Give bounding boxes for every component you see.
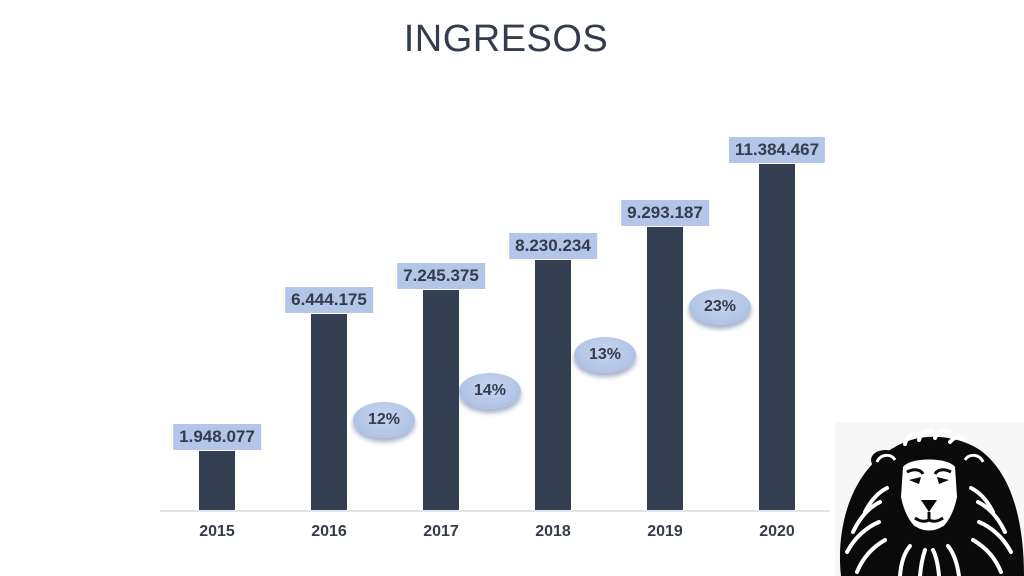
chart-title: INGRESOS: [403, 18, 609, 60]
growth-badge-2019-2020: 23%: [689, 289, 751, 325]
growth-badge-2017-2018: 14%: [459, 373, 521, 409]
x-axis-line: [160, 510, 830, 512]
value-label-2019: 9.293.187: [621, 200, 709, 226]
value-label-2015: 1.948.077: [173, 424, 261, 450]
x-tick-2018: 2018: [535, 523, 571, 540]
x-tick-2020: 2020: [759, 523, 795, 540]
x-tick-2019: 2019: [647, 523, 683, 540]
bar-2018: [535, 260, 571, 510]
bar-2015: [199, 451, 235, 510]
x-tick-2017: 2017: [423, 523, 459, 540]
value-label-2018: 8.230.234: [509, 233, 597, 259]
value-label-2017: 7.245.375: [397, 263, 485, 289]
x-tick-2016: 2016: [311, 523, 347, 540]
bar-2020: [759, 164, 795, 510]
bar-2016: [311, 314, 347, 510]
bar-2019: [647, 227, 683, 510]
value-label-2020: 11.384.467: [728, 137, 826, 163]
value-label-2016: 6.444.175: [285, 287, 373, 313]
bar-2017: [423, 290, 459, 510]
growth-badge-2016-2017: 12%: [353, 402, 415, 438]
lion-head-icon: [835, 422, 1024, 576]
growth-badge-2018-2019: 13%: [574, 337, 636, 373]
x-tick-2015: 2015: [199, 523, 235, 540]
